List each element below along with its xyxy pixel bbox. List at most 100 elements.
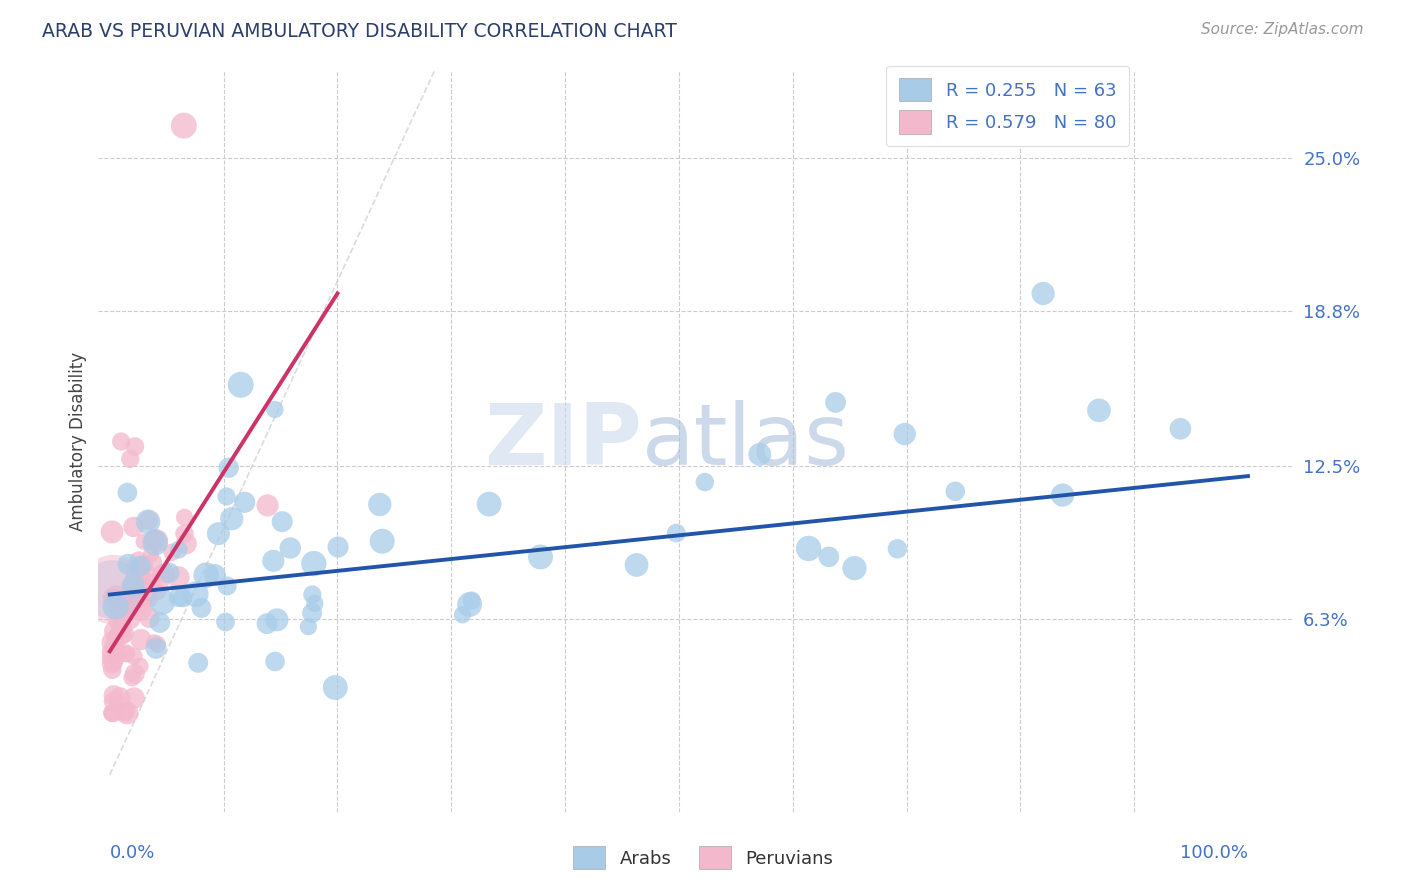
Point <box>101 582 124 597</box>
Point <box>129 559 152 574</box>
Point <box>693 475 716 489</box>
Point <box>160 545 183 559</box>
Point <box>112 593 135 607</box>
Point <box>101 640 124 655</box>
Point <box>233 495 256 509</box>
Point <box>132 558 155 572</box>
Point <box>101 591 124 605</box>
Point <box>101 706 124 720</box>
Legend: Arabs, Peruvians: Arabs, Peruvians <box>564 838 842 879</box>
Point <box>138 513 160 527</box>
Point <box>101 645 124 659</box>
Point <box>129 602 152 616</box>
Point <box>818 549 841 564</box>
Point <box>121 581 143 595</box>
Point <box>149 615 172 630</box>
Point <box>886 541 908 556</box>
Point <box>461 593 484 607</box>
Point <box>117 596 139 610</box>
Point <box>173 119 195 133</box>
Point <box>207 526 229 541</box>
Point <box>122 578 145 592</box>
Point <box>478 497 501 511</box>
Point <box>155 566 177 581</box>
Point <box>167 591 190 605</box>
Point <box>103 688 125 702</box>
Point <box>120 612 142 626</box>
Point <box>120 451 142 466</box>
Point <box>844 561 866 575</box>
Point <box>117 596 139 610</box>
Point <box>108 690 131 705</box>
Point <box>797 541 820 556</box>
Point <box>1032 286 1054 301</box>
Text: Source: ZipAtlas.com: Source: ZipAtlas.com <box>1201 22 1364 37</box>
Point <box>150 595 173 609</box>
Point <box>217 579 239 593</box>
Point <box>101 663 124 677</box>
Point <box>1052 488 1074 502</box>
Point <box>187 656 209 670</box>
Point <box>136 515 159 529</box>
Point <box>112 626 135 640</box>
Point <box>371 534 394 549</box>
Point <box>626 558 648 572</box>
Point <box>458 598 481 612</box>
Point <box>122 649 145 664</box>
Point <box>138 611 160 625</box>
Point <box>146 637 169 651</box>
Point <box>114 608 136 623</box>
Point <box>117 485 139 500</box>
Point <box>150 566 173 580</box>
Point <box>221 512 243 526</box>
Point <box>266 613 288 627</box>
Y-axis label: Ambulatory Disability: Ambulatory Disability <box>69 352 87 531</box>
Point <box>104 624 127 639</box>
Point <box>122 520 145 534</box>
Point <box>229 377 252 392</box>
Point <box>148 574 170 588</box>
Point <box>184 587 207 601</box>
Point <box>101 657 124 671</box>
Point <box>173 510 195 524</box>
Point <box>143 635 166 649</box>
Point <box>824 395 846 409</box>
Point <box>146 584 169 599</box>
Point <box>167 570 190 584</box>
Point <box>143 535 166 549</box>
Point <box>1088 403 1111 417</box>
Point <box>256 499 278 513</box>
Text: 100.0%: 100.0% <box>1180 844 1249 862</box>
Point <box>103 694 125 708</box>
Point <box>159 566 181 580</box>
Point <box>124 666 146 681</box>
Point <box>748 447 770 461</box>
Point <box>139 547 162 561</box>
Point <box>124 440 146 454</box>
Point <box>101 635 124 649</box>
Point <box>215 490 238 504</box>
Point <box>122 571 145 585</box>
Point <box>301 606 323 620</box>
Point <box>110 621 132 635</box>
Point <box>323 681 346 695</box>
Point <box>218 460 240 475</box>
Point <box>122 691 145 706</box>
Point <box>138 578 160 592</box>
Point <box>122 590 145 604</box>
Point <box>174 537 197 551</box>
Point <box>132 534 155 549</box>
Point <box>529 549 551 564</box>
Point <box>108 614 131 628</box>
Point <box>115 647 138 661</box>
Point <box>101 651 124 665</box>
Point <box>142 555 165 569</box>
Text: 0.0%: 0.0% <box>110 844 155 862</box>
Point <box>117 558 139 572</box>
Point <box>129 599 152 613</box>
Point <box>263 402 285 417</box>
Point <box>121 671 143 685</box>
Point <box>103 595 125 609</box>
Point <box>117 587 139 601</box>
Point <box>214 615 236 629</box>
